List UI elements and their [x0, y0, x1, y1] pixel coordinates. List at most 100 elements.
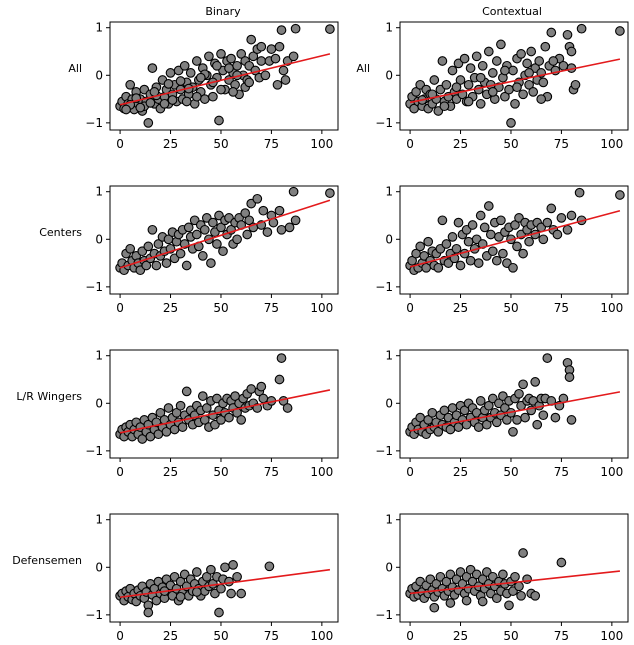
data-point	[483, 400, 494, 411]
data-point	[145, 98, 156, 108]
data-point	[540, 41, 551, 52]
regression-line	[409, 58, 621, 104]
data-point	[199, 224, 210, 235]
data-point	[558, 60, 569, 71]
axes-frame	[109, 21, 339, 131]
data-point	[159, 98, 170, 109]
data-point	[615, 26, 625, 36]
x-tick-label: 25	[453, 465, 468, 479]
axes-frame	[109, 185, 339, 295]
data-point	[538, 234, 549, 245]
x-tick-label: 0	[406, 465, 414, 479]
data-point	[528, 87, 539, 97]
data-point	[465, 255, 476, 266]
data-point	[518, 379, 528, 390]
x-tick-label: 75	[264, 137, 279, 151]
data-point	[272, 79, 283, 90]
data-point	[504, 600, 514, 611]
data-point	[276, 224, 287, 235]
data-point	[566, 210, 577, 221]
data-point	[520, 412, 530, 423]
axes-frame	[109, 349, 339, 459]
x-tick-label: 0	[406, 137, 414, 151]
data-point	[465, 63, 476, 73]
data-point	[232, 234, 242, 245]
data-point	[278, 65, 289, 76]
y-tick-label: −1	[85, 280, 103, 294]
y-tick-label: −1	[375, 116, 393, 130]
data-point	[262, 227, 273, 237]
y-tick-label: 0	[385, 68, 393, 82]
data-point	[143, 241, 154, 252]
axes-frame	[399, 513, 629, 623]
x-tick-label: 100	[600, 137, 623, 151]
data-point	[518, 548, 528, 558]
x-tick-label: 25	[453, 301, 468, 315]
data-point	[290, 23, 301, 34]
y-tick-label: 1	[385, 349, 393, 363]
y-tick-label: −1	[85, 116, 103, 130]
data-point	[270, 53, 281, 64]
data-point	[481, 419, 492, 430]
regression-line	[409, 209, 621, 268]
data-point	[228, 560, 238, 570]
y-tick-label: −1	[375, 444, 393, 458]
data-point	[518, 89, 528, 100]
data-point	[532, 419, 543, 430]
axes-frame	[399, 349, 629, 459]
data-point	[236, 588, 247, 599]
data-point	[556, 213, 567, 223]
y-tick-label: 1	[385, 185, 393, 199]
x-tick-label: 0	[116, 629, 124, 643]
x-tick-label: 50	[213, 465, 228, 479]
data-point	[570, 79, 581, 90]
x-tick-label: 75	[554, 301, 569, 315]
data-point	[175, 400, 186, 411]
data-point	[524, 79, 534, 90]
data-point	[574, 187, 585, 198]
data-point	[433, 262, 444, 273]
panel-3-0: 0 25 50 75 100 −1 0 1 Defensemen	[12, 513, 339, 643]
data-point	[204, 51, 214, 62]
data-point	[441, 239, 452, 249]
panel-3-1: 0 25 50 75 100 −1 0 1	[375, 513, 629, 643]
regression-line	[409, 391, 621, 432]
data-point	[576, 23, 587, 34]
x-tick-label: 0	[116, 137, 124, 151]
data-point	[502, 415, 512, 425]
data-point	[429, 75, 440, 85]
axes-frame	[399, 185, 629, 295]
data-point	[191, 567, 202, 577]
data-point	[266, 44, 277, 54]
data-point	[487, 68, 498, 78]
data-point	[508, 65, 518, 76]
y-tick-label: 0	[385, 560, 393, 574]
y-tick-label: 1	[95, 185, 103, 199]
data-point	[325, 188, 335, 198]
data-point	[530, 377, 541, 387]
data-point	[163, 403, 174, 413]
data-point	[214, 115, 224, 126]
data-point	[201, 571, 212, 582]
data-point	[447, 232, 458, 242]
data-point	[514, 388, 524, 399]
data-point	[212, 60, 222, 71]
x-tick-label: 75	[554, 465, 569, 479]
data-point	[284, 222, 295, 233]
data-point	[191, 56, 202, 66]
y-tick-label: 0	[95, 396, 103, 410]
data-point	[496, 215, 506, 226]
data-point	[566, 46, 577, 57]
x-tick-label: 100	[310, 137, 333, 151]
data-point	[512, 241, 522, 252]
y-tick-label: −1	[85, 608, 103, 622]
data-point	[500, 91, 510, 102]
y-tick-label: −1	[375, 280, 393, 294]
data-point	[143, 607, 154, 618]
data-point	[236, 415, 247, 425]
data-point	[177, 422, 188, 432]
x-tick-label: 25	[163, 629, 178, 643]
x-tick-label: 50	[503, 137, 518, 151]
data-point	[463, 236, 474, 247]
data-point	[475, 72, 486, 83]
